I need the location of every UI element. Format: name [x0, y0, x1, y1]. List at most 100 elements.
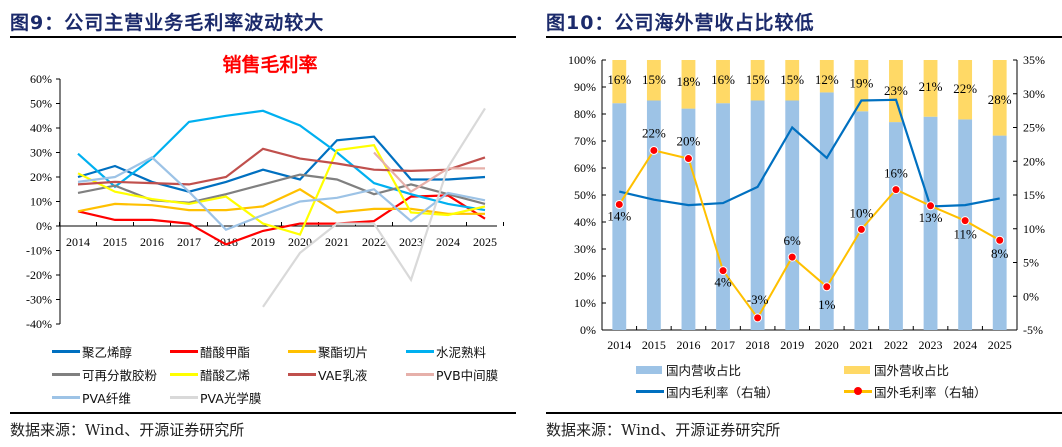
bar-data-label: 16%	[607, 72, 631, 87]
point-data-label: 22%	[642, 125, 666, 140]
bar-overseas	[854, 60, 869, 112]
point-data-label: 4%	[714, 275, 732, 290]
legend-label: 国内毛利率（右轴）	[666, 385, 779, 400]
y-tick-label: 30%	[30, 146, 52, 160]
legend-label: 国外毛利率（右轴）	[874, 385, 987, 400]
legend-item: 聚乙烯醇	[52, 342, 132, 361]
bar-data-label: 18%	[677, 74, 701, 89]
legend-label: 聚乙烯醇	[82, 345, 133, 360]
legend-swatch	[288, 373, 316, 376]
y2-tick-label: 0%	[1023, 289, 1039, 303]
data-point-marker	[995, 235, 1005, 245]
y-tick-label: 100%	[568, 53, 596, 67]
legend-swatch	[636, 390, 664, 393]
legend-label: 国外营收占比	[874, 363, 950, 378]
bar-overseas	[992, 60, 1007, 136]
y-tick-label: 0%	[36, 219, 52, 233]
legend-item: 醋酸甲酯	[170, 342, 250, 361]
legend-item: PVA纤维	[52, 388, 131, 407]
x-tick-label: 2014	[66, 235, 90, 249]
legend-swatch	[170, 373, 198, 376]
source-rule	[10, 412, 516, 414]
legend-label: PVA光学膜	[200, 391, 262, 406]
legend-item: VAE乳液	[288, 365, 367, 384]
bar-data-label: 15%	[642, 72, 666, 87]
bar-domestic	[612, 103, 627, 330]
stacked-bars: 16% 15% 18% 16% 15% 15% 12% 19% 23% 21% 22% 28%	[607, 60, 1012, 331]
legend-label: PVA纤维	[82, 391, 131, 406]
legend-label: 醋酸乙烯	[200, 368, 251, 383]
y-tick-label: -20%	[26, 268, 52, 282]
bar-domestic	[646, 100, 661, 330]
y-tick-label: 30%	[574, 242, 596, 256]
x-tick-label: 2015	[103, 235, 127, 249]
x-tick-label: 2019	[780, 338, 804, 352]
x-tick-label: 2022	[884, 338, 908, 352]
x-tick-label: 2023	[919, 338, 943, 352]
series-line-domestic-margin	[619, 98, 1000, 208]
y-tick-label: 80%	[574, 107, 596, 121]
figure-9-panel: 图9：公司主营业务毛利率波动较大 销售毛利率 -40% -30% -20% -10% 0…	[0, 0, 530, 447]
x-tick-label: 2023	[399, 235, 423, 249]
x-tick-label: 2024	[436, 235, 460, 249]
bar-domestic	[750, 100, 765, 330]
x-tick-label: 2021	[849, 338, 873, 352]
data-point-marker	[753, 313, 763, 323]
x-tick-label: 2016	[676, 338, 700, 352]
legend-swatch	[844, 387, 872, 395]
series-line-聚酯切片	[77, 188, 485, 215]
bar-domestic	[889, 122, 903, 330]
series-line-水泥熟料	[77, 109, 486, 212]
y2-tick-label: 30%	[1023, 87, 1045, 101]
y-tick-label: 50%	[574, 188, 596, 202]
x-tick-label: 2025	[988, 338, 1012, 352]
title-rule	[10, 36, 516, 38]
point-data-label: 13%	[919, 210, 943, 225]
legend-item: 醋酸乙烯	[170, 365, 250, 384]
legend-swatch	[170, 396, 198, 399]
legend-swatch	[52, 373, 80, 376]
series-line-聚乙烯醇	[77, 135, 486, 193]
x-tick-label: 2018	[746, 338, 770, 352]
figure-10-panel: 图10：公司海外营收占比较低 0% 10% 20% 30% 40% 50% 60% 70% 80…	[540, 0, 1062, 447]
bar-domestic	[785, 100, 800, 330]
series-lines	[77, 107, 486, 308]
legend-swatch	[636, 365, 662, 374]
legend: 国内营收占比 国外营收占比 国内毛利率（右轴） 国外毛利率（右轴）	[540, 360, 1062, 406]
x-tick-label: 2019	[251, 235, 275, 249]
x-tick-label: 2022	[362, 235, 386, 249]
bar-domestic	[854, 111, 869, 330]
y-tick-label: 20%	[30, 170, 52, 184]
legend-item: 国外营收占比	[844, 360, 949, 379]
legend-label: PVB中间膜	[436, 368, 499, 383]
x-tick-label: 2015	[642, 338, 666, 352]
point-data-label: 10%	[849, 205, 873, 220]
bar-overseas	[889, 60, 903, 123]
point-data-label: 1%	[818, 297, 836, 312]
chart-title: 销售毛利率	[222, 53, 317, 76]
y-tick-label: 60%	[574, 161, 596, 175]
x-tick-label: 2021	[325, 235, 349, 249]
legend-label: 醋酸甲酯	[200, 345, 251, 360]
bar-overseas	[958, 60, 973, 120]
data-point-marker	[960, 216, 970, 226]
point-data-label: -3%	[747, 292, 769, 307]
legend-swatch	[406, 350, 434, 353]
legend: 聚乙烯醇 醋酸甲酯 聚酯切片 水泥熟料 可再分散胶粉 醋酸乙烯 VAE乳液 PVB中间膜 PVA…	[52, 342, 522, 414]
legend-swatch	[288, 350, 316, 353]
data-point-marker	[856, 224, 866, 234]
bar-overseas	[923, 60, 938, 117]
y-tick-label: 10%	[574, 296, 596, 310]
y-tick-label: 10%	[30, 195, 52, 209]
legend-swatch	[52, 396, 80, 399]
legend-swatch	[406, 373, 434, 376]
data-point-marker	[718, 266, 728, 276]
x-tick-label: 2024	[953, 338, 977, 352]
point-data-label: 14%	[607, 208, 631, 223]
point-data-label: 11%	[953, 227, 977, 242]
axes: -40% -30% -20% -10% 0% 10% 20% 30% 40% 50% 60% 2014…	[26, 72, 504, 331]
legend-item: 国外毛利率（右轴）	[844, 382, 987, 401]
data-point-marker	[822, 282, 832, 292]
bar-data-label: 22%	[953, 81, 977, 96]
y-tick-label: 20%	[574, 269, 596, 283]
